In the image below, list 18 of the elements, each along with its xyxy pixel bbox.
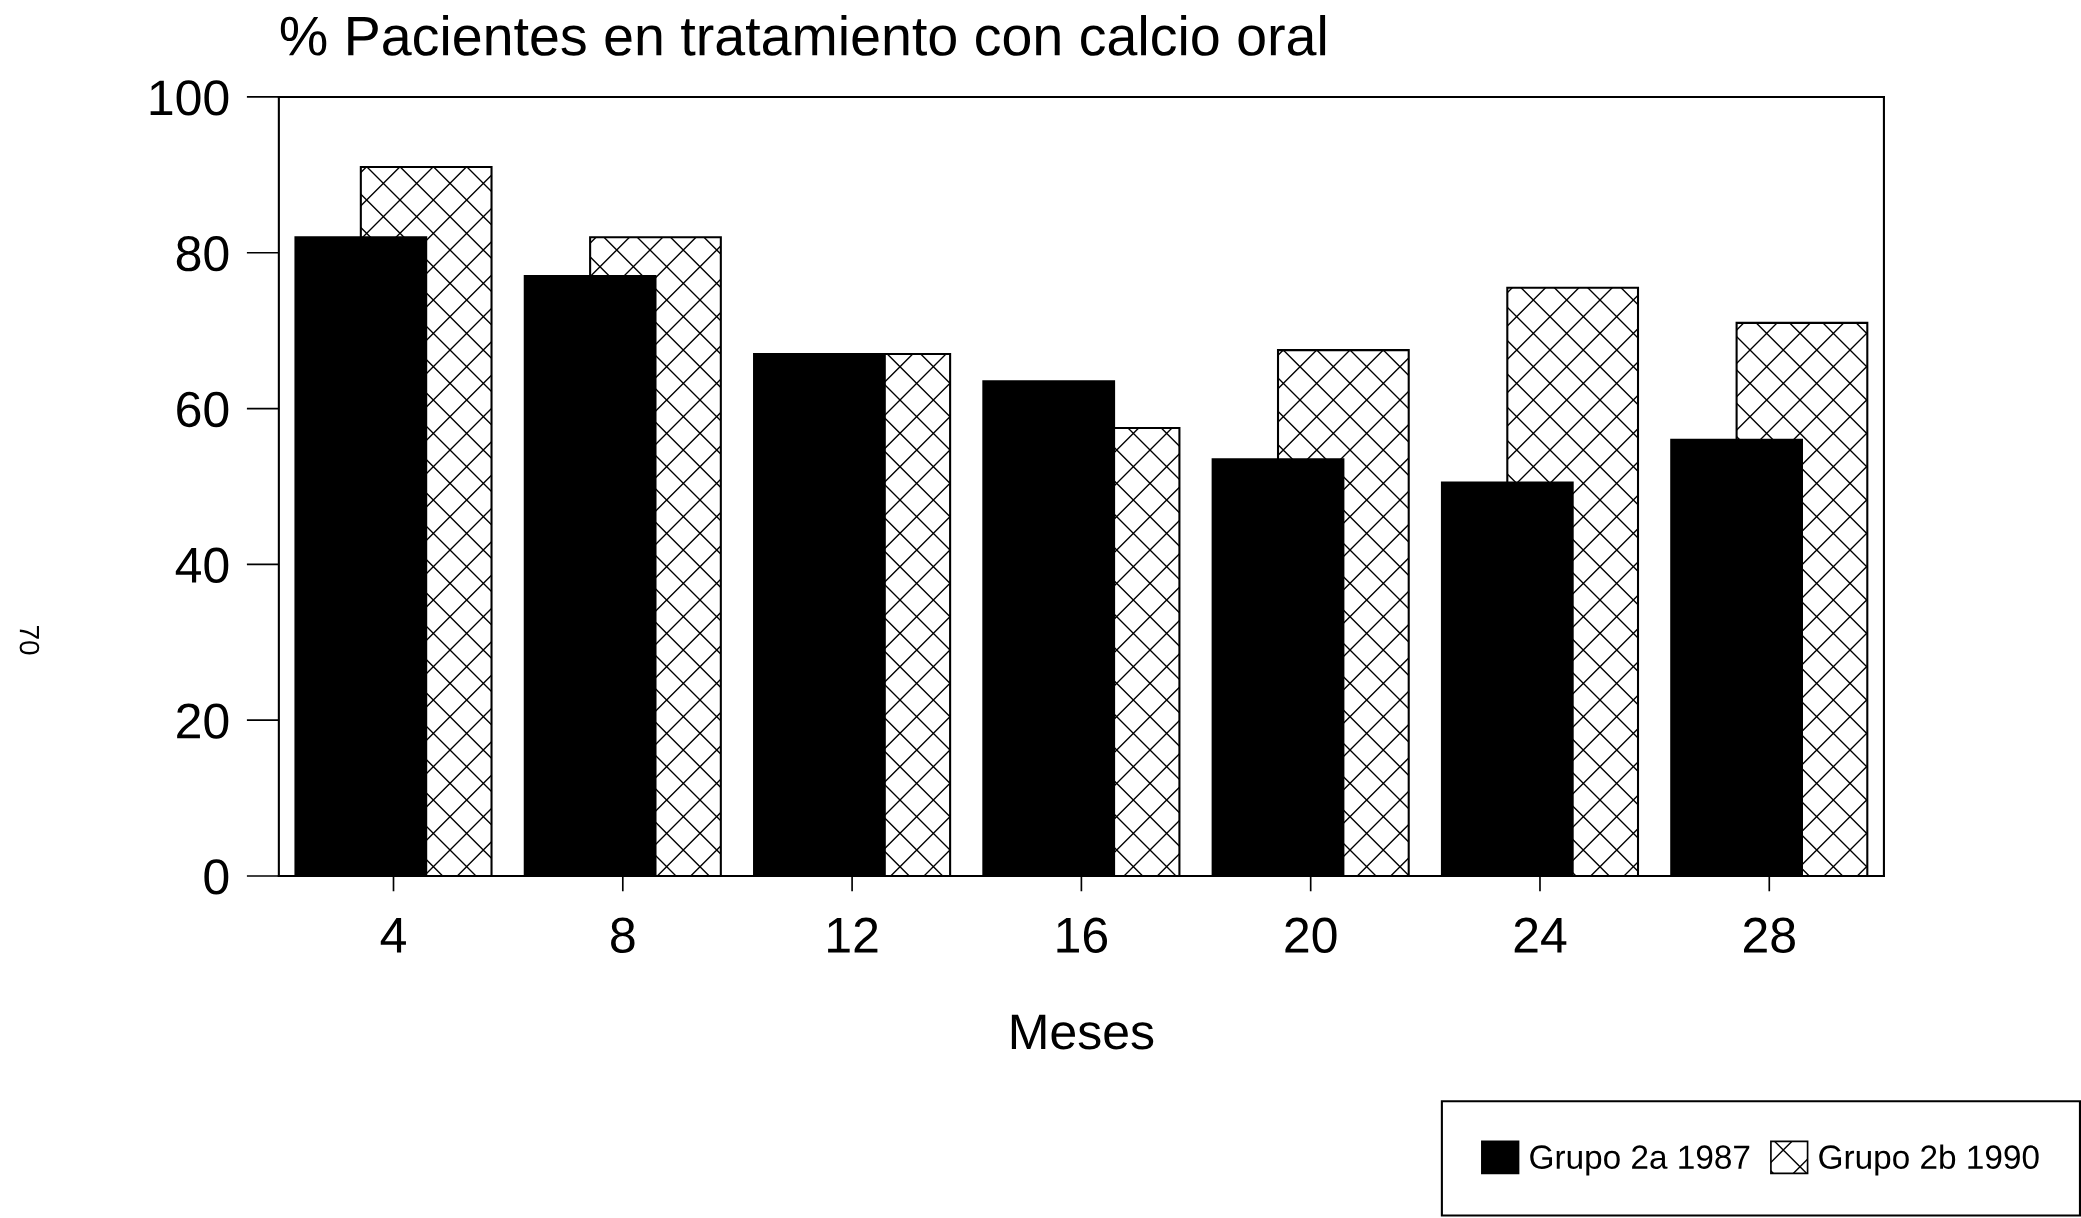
y-tick-label: 40 <box>175 547 229 583</box>
chart-title: % Pacientes en tratamiento con calcio oral <box>280 15 1326 56</box>
x-tick-label: 28 <box>1743 917 1795 953</box>
y-tick-label: 20 <box>177 703 229 739</box>
text: 70 <box>19 626 40 655</box>
x-tick-label: 20 <box>1285 917 1337 953</box>
x-tick-label: 8 <box>611 917 635 953</box>
legend-label: Grupo 2a 1987 <box>1530 1145 1750 1176</box>
y-tick-label: 100 <box>150 80 229 116</box>
x-axis-title: Meses <box>1011 1014 1154 1050</box>
x-tick-label: 16 <box>1057 917 1107 953</box>
x-tick-label: 24 <box>1514 917 1567 953</box>
y-tick-label: 60 <box>177 391 229 428</box>
y-tick-label: 0 <box>204 859 229 895</box>
x-tick-label: 4 <box>380 918 406 953</box>
y-tick-label: 80 <box>176 235 229 272</box>
legend-label: Grupo 2b 1990 <box>1819 1144 2039 1176</box>
x-tick-label: 12 <box>828 917 878 953</box>
